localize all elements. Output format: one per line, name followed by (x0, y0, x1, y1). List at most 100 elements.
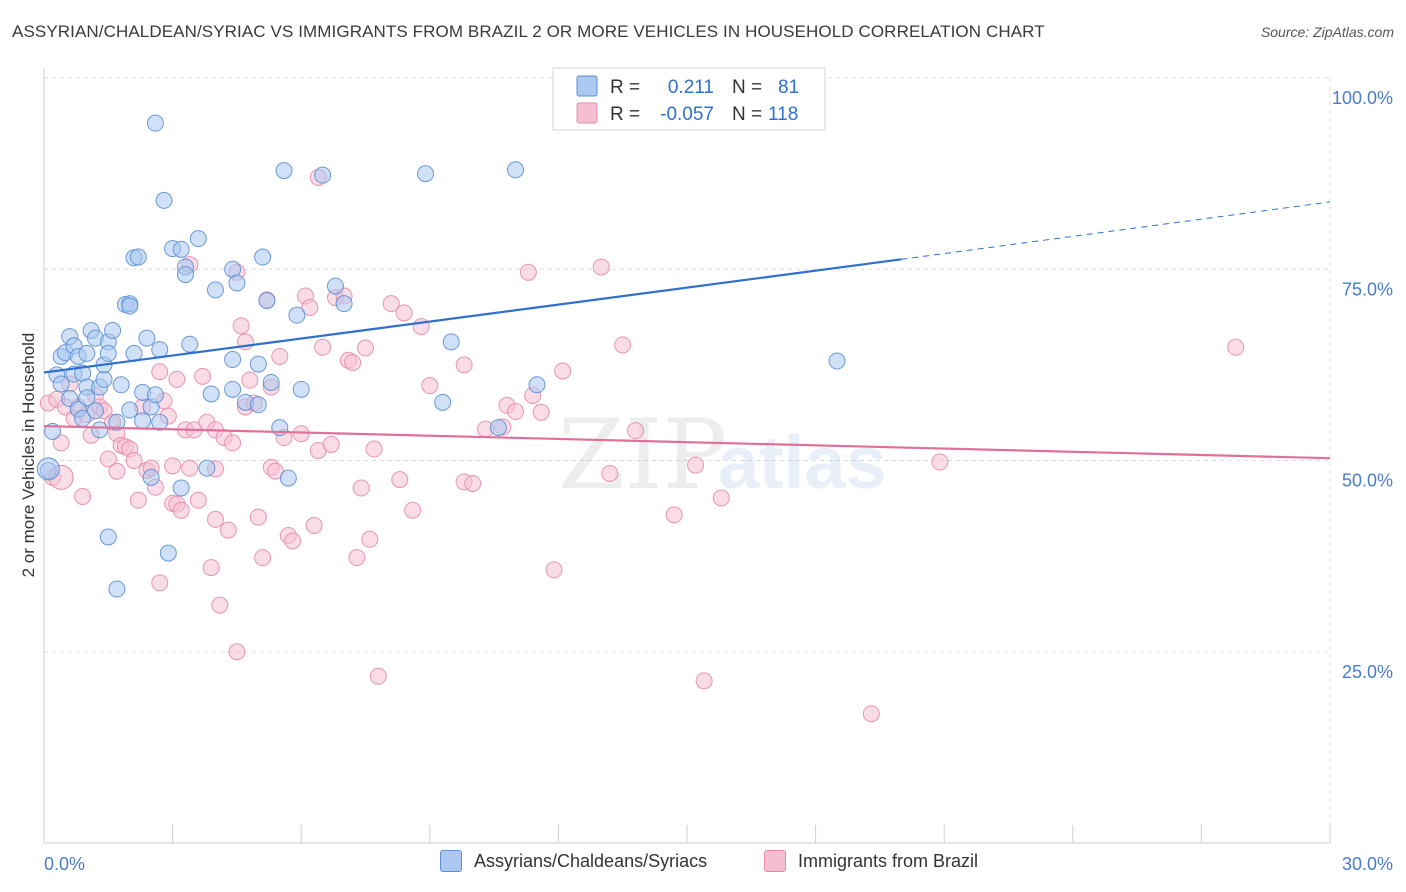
assyrian-point (129, 248, 147, 266)
legend-n-value-2: 118 (768, 104, 798, 125)
brazil-point (74, 487, 92, 505)
assyrian-point (314, 166, 332, 184)
assyrian-point (442, 333, 460, 351)
brazil-point (369, 667, 387, 685)
legend-n-label-2: N = (732, 104, 762, 125)
brazil-point (627, 422, 645, 440)
y-tick-label-50: 50.0% (1342, 471, 1393, 491)
brazil-point (322, 435, 340, 453)
watermark-atlas: atlas (718, 421, 887, 504)
trend-line-assyrians-extension (901, 201, 1331, 260)
legend-n-label-1: N = (732, 77, 762, 98)
assyrian-point (78, 344, 96, 362)
brazil-point (601, 465, 619, 483)
brazil-point (232, 317, 250, 335)
assyrian-point (78, 389, 96, 407)
assyrian-point (86, 402, 104, 420)
legend-swatch-blue (576, 75, 598, 97)
assyrian-point (228, 274, 246, 292)
legend-swatch-assyrians (440, 850, 462, 872)
brazil-point (712, 489, 730, 507)
brazil-point (391, 471, 409, 489)
trend-line-assyrians (43, 258, 902, 374)
assyrian-point (292, 380, 310, 398)
legend-r-value-2: -0.057 (660, 104, 714, 125)
brazil-point (202, 559, 220, 577)
assyrian-point (198, 459, 216, 477)
assyrian-point (206, 281, 224, 299)
legend-n-value-1: 81 (778, 77, 799, 98)
brazil-point (189, 491, 207, 509)
axes (43, 68, 1331, 844)
brazil-point (151, 363, 169, 381)
legend-swatch-pink (576, 102, 598, 124)
brazil-point (284, 532, 302, 550)
brazil-point (382, 295, 400, 313)
brazil-point (614, 336, 632, 354)
assyrian-point (159, 544, 177, 562)
assyrian-point (275, 162, 293, 180)
brazil-point (361, 530, 379, 548)
legend-top: R = 0.211 N = 81 R = -0.057 N = 118 (552, 67, 826, 131)
brazil-point (554, 362, 572, 380)
assyrian-point (91, 421, 109, 439)
y-tick-label-25: 25.0% (1342, 662, 1393, 682)
brazil-point (228, 643, 246, 661)
brazil-point (545, 561, 563, 579)
legend-item-brazil: Immigrants from Brazil (764, 850, 978, 872)
assyrian-point (146, 386, 164, 404)
assyrian-point (224, 380, 242, 398)
brazil-point (129, 491, 147, 509)
brazil-point (314, 338, 332, 356)
assyrian-point (489, 419, 507, 437)
brazil-point (305, 517, 323, 535)
brazil-point (219, 521, 237, 539)
assyrian-point-large (36, 457, 60, 481)
brazil-point (455, 356, 473, 374)
brazil-point (357, 339, 374, 357)
assyrian-point (326, 277, 344, 295)
assyrian-point (181, 335, 199, 353)
assyrian-point (151, 413, 169, 431)
brazil-point (365, 440, 383, 458)
y-axis-title: 2 or more Vehicles in Household (19, 333, 38, 578)
brazil-point (206, 510, 224, 528)
brazil-point (271, 347, 289, 365)
assyrian-point (172, 240, 190, 258)
brazil-point (108, 462, 126, 480)
assyrian-point (121, 297, 139, 315)
assyrian-point (142, 468, 160, 486)
assyrian-point (104, 321, 122, 339)
assyrian-point (108, 413, 126, 431)
y-tick-label-100: 100.0% (1332, 88, 1393, 108)
brazil-point (125, 452, 143, 469)
assyrian-point (146, 114, 164, 132)
assyrian-point (528, 376, 546, 394)
assyrian-point (417, 165, 435, 183)
x-tick-label-max: 30.0% (1342, 854, 1393, 874)
assyrian-point (121, 401, 139, 419)
brazil-point (241, 371, 259, 389)
assyrian-point (249, 355, 267, 373)
brazil-point (532, 403, 550, 421)
assyrian-point (151, 341, 169, 359)
brazil-point (687, 456, 705, 474)
brazil-point (254, 549, 272, 567)
series-assyrians (36, 114, 846, 598)
legend-r-label-1: R = (610, 77, 640, 98)
assyrian-point (176, 266, 194, 284)
assyrian-point (335, 295, 353, 313)
brazil-point (344, 354, 362, 372)
x-tick-label-min: 0.0% (44, 854, 85, 874)
source-label: Source: ZipAtlas.com (1260, 24, 1394, 40)
brazil-point (507, 403, 525, 421)
brazil-point (695, 672, 713, 690)
brazil-point (52, 434, 70, 452)
brazil-point (395, 304, 413, 322)
assyrian-point (249, 396, 267, 414)
brazil-point (194, 367, 212, 385)
brazil-point (592, 258, 610, 276)
assyrian-point (224, 351, 242, 369)
brazil-point (99, 450, 117, 468)
